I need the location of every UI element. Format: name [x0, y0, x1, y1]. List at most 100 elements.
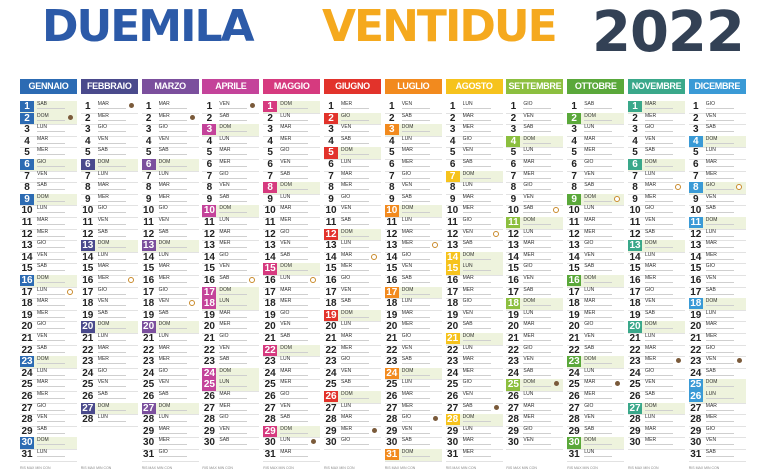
month-column-giugno: GIUGNO 1 MER 2 GIO 3 VEN 4 SAB 5 DOM 6 LUN 7 MAR 8 MER 9 G… [324, 79, 381, 473]
day-number: 7 [389, 170, 395, 182]
weekday-label: SAB [97, 391, 108, 397]
day-number: 23 [386, 356, 398, 368]
day-number: 12 [386, 228, 398, 240]
month-column-agosto: AGOSTO 1 LUN 2 MAR 3 MER 4 GIO 5 VEN 6 SAB 7 DOM 8 LUN 9 M… [445, 79, 503, 473]
day-number: 3 [510, 124, 517, 136]
saint-name-line [280, 154, 309, 156]
day-row: 9 MAR [445, 194, 503, 207]
day-row: 18 MAR [567, 298, 625, 311]
day-number: 5 [24, 147, 30, 159]
saint-name-line [97, 212, 126, 214]
day-number: 29 [263, 425, 278, 437]
saint-name-line [219, 305, 248, 307]
day-row: 24 GIO [141, 368, 199, 381]
saint-name-line [401, 328, 430, 330]
day-number: 10 [264, 205, 276, 217]
day-number: 15 [690, 263, 702, 275]
weekday-label: GIO [462, 135, 472, 142]
day-number: 21 [325, 333, 337, 344]
day-number: 5 [267, 147, 273, 159]
day-row: 27 LUN [324, 403, 381, 416]
saint-name-line [37, 316, 65, 318]
weekday-label: VEN [219, 425, 230, 432]
saint-name-line [462, 409, 491, 411]
weekday-label: MER [523, 414, 535, 421]
saint-name-line [523, 409, 552, 411]
weekday-label: GIO [523, 425, 533, 432]
weekday-label: VEN [523, 112, 534, 119]
day-number: 16 [507, 275, 519, 286]
day-number: 25 [447, 379, 459, 391]
day-number: 20 [507, 321, 519, 333]
saint-name-line [280, 432, 309, 434]
day-number: 3 [328, 124, 334, 136]
saint-name-line [584, 351, 613, 353]
saint-name-line [158, 351, 187, 353]
day-row: 19 MAR [384, 309, 442, 323]
saint-name-line [37, 340, 65, 341]
weekday-label: LUN [341, 240, 352, 247]
day-number: 6 [389, 159, 395, 170]
day-number: 13 [80, 240, 95, 252]
day-number: 22 [629, 344, 641, 356]
day-number: 10 [325, 205, 337, 217]
day-row: 27 VEN [263, 403, 321, 416]
day-row: 4 LUN [202, 136, 260, 149]
day-row: 26 DOM [324, 391, 381, 404]
weekday-label: MER [37, 147, 49, 154]
weekday-label: VEN [645, 298, 656, 305]
day-number: 4 [449, 135, 456, 147]
weekday-label: LUN [37, 286, 48, 293]
saint-name-line [462, 305, 491, 307]
day-number: 11 [143, 217, 154, 228]
day-number: 2 [267, 112, 273, 124]
saint-name-line [280, 282, 309, 283]
weekday-label: MER [219, 240, 231, 247]
saint-name-line [158, 374, 187, 376]
day-row: 21 DOM [445, 333, 503, 346]
day-row: 21 LUN [80, 333, 138, 346]
day-number: 9 [145, 193, 152, 205]
weekday-label: GIO [97, 367, 107, 374]
day-number: 2 [693, 112, 699, 124]
saint-name-line [37, 166, 65, 167]
day-number: 18 [506, 298, 521, 310]
weekday-label: GIO [37, 321, 47, 328]
saint-name-line [341, 200, 369, 202]
weekday-label: DOM [280, 425, 292, 432]
day-row: 2 MER [628, 113, 685, 126]
weekday-label: DOM [584, 437, 596, 444]
weekday-label: VEN [37, 333, 48, 339]
weekday-label: MER [97, 112, 109, 119]
day-number: 13 [21, 240, 33, 252]
saint-name-line [523, 421, 552, 423]
day-number: 17 [384, 286, 399, 298]
saint-name-line [401, 154, 430, 156]
day-number: 15 [507, 263, 519, 275]
weekday-label: VEN [341, 124, 352, 131]
day-row: 7 LUN [141, 171, 199, 184]
day-number: 18 [325, 298, 337, 310]
day-row: 20 LUN [324, 321, 381, 334]
day-row: 23 VEN [506, 356, 564, 369]
saint-name-line [158, 398, 187, 399]
saint-name-line [584, 154, 613, 156]
weekday-label: MAR [401, 309, 413, 316]
day-row: 21 MAR [324, 333, 381, 346]
weekday-label: GIO [280, 147, 290, 154]
day-number: 7 [206, 170, 213, 182]
day-number: 30 [20, 437, 34, 449]
day-number: 21 [264, 333, 276, 344]
day-row: 28 MAR [324, 414, 381, 427]
saint-name-line [341, 189, 369, 191]
day-row: 24 DOM [384, 367, 442, 381]
saint-name-line [523, 154, 552, 156]
weekday-label: VEN [523, 356, 534, 363]
weekday-label: MAR [645, 101, 657, 107]
saint-name-line [341, 131, 369, 133]
saint-name-line [219, 444, 248, 446]
day-number: 26 [82, 391, 94, 402]
weekday-label: LUN [341, 321, 352, 328]
day-number: 28 [325, 414, 337, 426]
weekday-label: MER [462, 367, 474, 374]
